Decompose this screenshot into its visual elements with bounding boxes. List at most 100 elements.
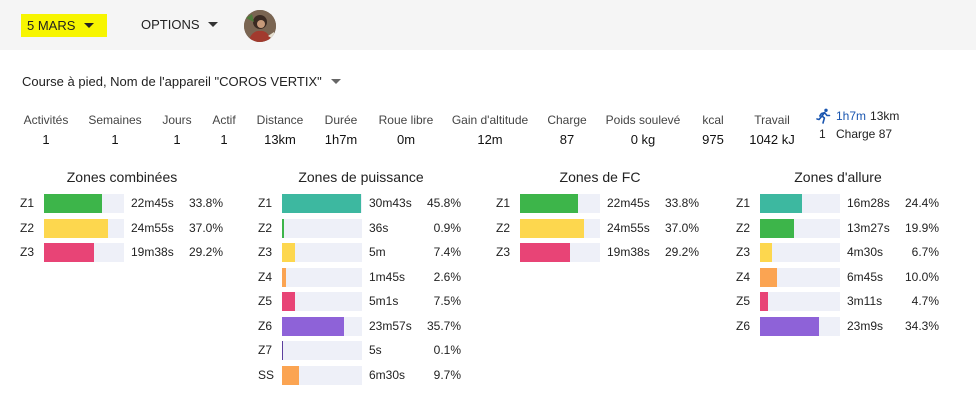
zone-label: Z3 [496, 245, 511, 259]
zone-time: 30m43s [369, 196, 412, 210]
stat-label: kcal [702, 113, 724, 127]
stat-11: Travail 1042 kJ [712, 113, 832, 147]
zone-panel-title: Zones d'allure [794, 169, 882, 185]
stat-label: Roue libre [378, 113, 434, 127]
stat-label: Gain d'altitude [451, 113, 529, 127]
zone-label: Z6 [736, 319, 751, 333]
zone-bar-fill [520, 219, 584, 238]
zone-row: Z2 13m27s 19.9% [736, 219, 941, 238]
activity-summary: 1h7m 13km 1 Charge 87 [816, 108, 899, 141]
zone-row: Z5 3m11s 4.7% [736, 292, 941, 311]
zone-time: 24m55s [607, 221, 650, 235]
zone-bar-track [44, 243, 124, 262]
summary-count: 1 [819, 127, 826, 141]
stat-7: Gain d'altitude 12m [430, 113, 550, 147]
user-avatar[interactable] [244, 10, 276, 42]
stat-label: Activités [23, 113, 69, 127]
summary-time[interactable]: 1h7m [836, 109, 867, 123]
stat-value: 0 kg [630, 132, 656, 147]
zone-time: 22m45s [131, 196, 174, 210]
zone-time: 6m30s [369, 368, 406, 382]
zone-bar-track [760, 243, 840, 262]
stat-9: Poids soulevé 0 kg [583, 113, 703, 147]
zone-time: 5s [369, 343, 382, 357]
zone-bar-fill [520, 243, 570, 262]
zone-label: Z1 [258, 196, 273, 210]
zone-percent: 9.7% [433, 368, 461, 382]
zone-row: Z4 1m45s 2.6% [258, 268, 463, 287]
zone-label: Z2 [736, 221, 751, 235]
summary-distance: 13km [870, 109, 900, 123]
zone-bar-track [760, 317, 840, 336]
stat-value: 12m [477, 132, 503, 147]
zone-bar-track [520, 243, 600, 262]
zone-time: 16m28s [847, 196, 890, 210]
caret-down-icon [330, 79, 341, 84]
zone-bar-fill [282, 292, 295, 311]
zone-label: Z3 [20, 245, 35, 259]
stat-value: 1 [173, 132, 181, 147]
zone-bar-fill [282, 366, 299, 385]
zone-bar-fill [760, 219, 794, 238]
stat-value: 1 [42, 132, 50, 147]
stat-6: Roue libre 0m [346, 113, 466, 147]
zone-label: Z5 [736, 294, 751, 308]
zone-percent: 34.3% [904, 319, 939, 333]
zone-bar-track [282, 317, 362, 336]
stat-value: 1 [220, 132, 228, 147]
zone-row: Z6 23m57s 35.7% [258, 317, 463, 336]
options-menu-button[interactable]: OPTIONS [141, 17, 218, 32]
zone-panel-title: Zones de FC [559, 169, 641, 185]
zone-percent: 6.7% [911, 245, 939, 259]
zone-label: Z3 [258, 245, 273, 259]
zone-time: 5m1s [369, 294, 399, 308]
zone-bar-track [282, 268, 362, 287]
summary-charge: Charge 87 [836, 127, 893, 141]
stat-value: 1 [111, 132, 119, 147]
zone-bar-fill [520, 194, 578, 213]
zone-time: 19m38s [607, 245, 650, 259]
zone-time: 1m45s [369, 270, 406, 284]
zone-row: Z4 6m45s 10.0% [736, 268, 941, 287]
zone-bar-track [760, 194, 840, 213]
zone-bar-fill [282, 219, 284, 238]
summary-card: Course à pied, Nom de l'appareil "COROS … [0, 50, 976, 400]
zone-percent: 33.8% [188, 196, 223, 210]
stat-0: Activités 1 [0, 113, 106, 147]
caret-down-icon [84, 23, 95, 28]
stat-1: Semaines 1 [55, 113, 175, 147]
zone-label: Z4 [258, 270, 273, 284]
zone-percent: 0.9% [433, 221, 461, 235]
zone-percent: 29.2% [664, 245, 699, 259]
zone-bar-track [282, 219, 362, 238]
stat-8: Charge 87 [507, 113, 627, 147]
zone-bar-track [520, 219, 600, 238]
stat-value: 0m [396, 132, 416, 147]
stat-label: Actif [212, 113, 236, 127]
zone-percent: 24.4% [904, 196, 939, 210]
stat-value: 1h7m [324, 132, 358, 147]
zone-label: Z6 [258, 319, 273, 333]
zone-label: Z5 [258, 294, 273, 308]
zone-label: SS [258, 368, 275, 382]
options-label: OPTIONS [141, 17, 200, 32]
device-label: Course à pied, Nom de l'appareil "COROS … [22, 74, 322, 89]
zone-percent: 37.0% [664, 221, 699, 235]
stat-3: Actif 1 [164, 113, 284, 147]
stat-label: Semaines [88, 113, 142, 127]
zone-bar-track [760, 268, 840, 287]
zone-bar-fill [760, 317, 819, 336]
device-selector[interactable]: Course à pied, Nom de l'appareil "COROS … [22, 74, 341, 89]
zone-label: Z1 [736, 196, 751, 210]
stat-value: 1042 kJ [749, 132, 795, 147]
zone-row: Z3 19m38s 29.2% [496, 243, 701, 262]
zone-row: Z6 23m9s 34.3% [736, 317, 941, 336]
zone-label: Z4 [736, 270, 751, 284]
zone-time: 19m38s [131, 245, 174, 259]
zone-percent: 7.4% [433, 245, 461, 259]
zone-bar-track [760, 219, 840, 238]
zone-percent: 4.7% [911, 294, 939, 308]
zone-panel-title: Zones de puissance [298, 169, 424, 185]
zone-bar-track [44, 219, 124, 238]
date-selector-button[interactable]: 5 MARS [21, 14, 107, 37]
